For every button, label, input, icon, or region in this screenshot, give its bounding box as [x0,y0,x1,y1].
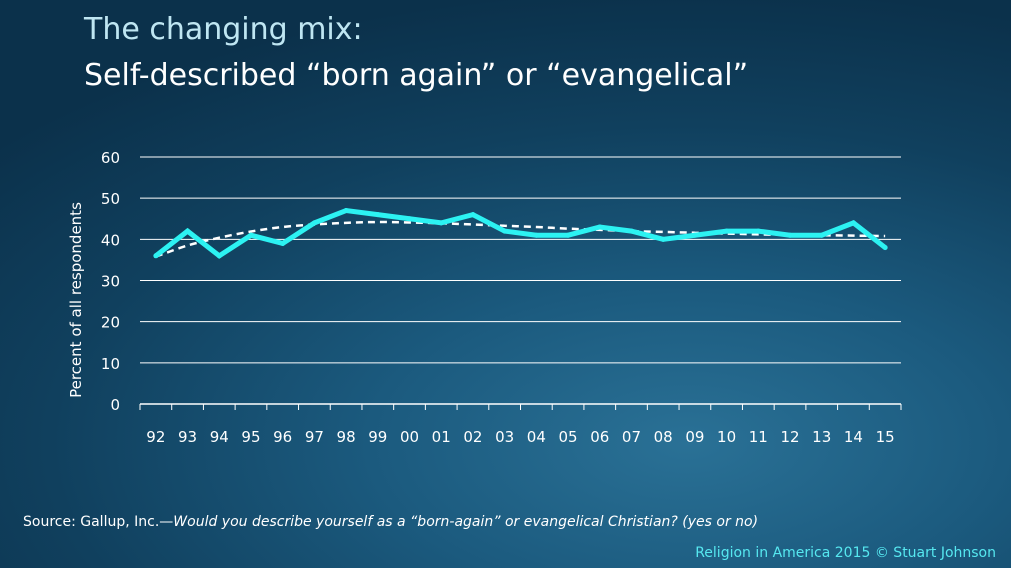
x-tick-labels: 92 93 94 95 96 97 98 99 00 01 02 03 04 05 06 07 08 09 10 11… [146,428,894,446]
x-tick-label: 08 [654,428,673,446]
data-point-14 [850,220,856,226]
slide-title-line2: Self-described “born again” or “evangeli… [84,58,749,93]
data-point-97 [311,220,317,226]
data-point-10 [724,228,730,234]
source-question: Would you describe yourself as a “born-a… [173,514,759,530]
y-tick-label: 10 [101,355,120,373]
y-tick-label: 40 [101,231,120,249]
source-label: Source: Gallup, Inc.— [23,514,174,530]
x-tick-label: 11 [749,428,768,446]
data-point-15 [882,245,888,251]
x-tick-label: 96 [273,428,292,446]
credit: Religion in America 2015 © Stuart Johnso… [695,545,996,561]
data-point-12 [787,232,793,238]
x-tick-label: 06 [590,428,609,446]
data-point-01 [438,220,444,226]
data-point-96 [280,240,286,246]
data-points [153,208,888,259]
x-tick-label: 02 [463,428,482,446]
tick-marks [139,404,902,410]
data-point-11 [755,228,761,234]
x-tick-label: 03 [495,428,514,446]
x-tick-label: 13 [812,428,831,446]
data-point-99 [375,212,381,218]
data-point-94 [216,253,222,259]
x-tick-label: 98 [337,428,356,446]
data-point-93 [185,228,191,234]
x-tick-label: 04 [527,428,546,446]
series-line [154,207,887,259]
data-point-09 [692,232,698,238]
y-tick-label: 60 [101,149,120,167]
data-point-05 [565,232,571,238]
data-point-13 [819,232,825,238]
x-tick-label: 12 [780,428,799,446]
x-tick-label: 15 [876,428,895,446]
y-tick-labels: 0 10 20 30 40 50 60 [101,149,120,414]
x-tick-label: 95 [241,428,260,446]
y-axis-title: Percent of all respondents [67,202,85,398]
data-point-07 [628,228,634,234]
x-tick-label: 10 [717,428,736,446]
y-tick-label: 0 [110,396,120,414]
x-tick-label: 05 [559,428,578,446]
x-tick-label: 00 [400,428,419,446]
y-tick-label: 30 [101,273,120,291]
x-tick-label: 92 [146,428,165,446]
data-point-98 [343,208,349,214]
data-point-92 [153,253,159,259]
x-tick-label: 97 [305,428,324,446]
source-note: Source: Gallup, Inc.—Would you describe … [23,514,758,530]
y-tick-label: 20 [101,314,120,332]
data-point-02 [470,212,476,218]
x-tick-label: 09 [685,428,704,446]
x-tick-label: 93 [178,428,197,446]
data-point-00 [407,216,413,222]
data-point-06 [597,224,603,230]
x-tick-label: 94 [210,428,229,446]
x-tick-label: 07 [622,428,641,446]
y-tick-label: 50 [101,190,120,208]
data-point-04 [533,232,539,238]
x-tick-label: 99 [368,428,387,446]
data-point-95 [248,232,254,238]
x-tick-label: 14 [844,428,863,446]
gridlines [140,156,901,405]
x-tick-label: 01 [432,428,451,446]
slide-title-line1: The changing mix: [84,12,363,47]
data-point-03 [502,228,508,234]
data-point-08 [660,236,666,242]
